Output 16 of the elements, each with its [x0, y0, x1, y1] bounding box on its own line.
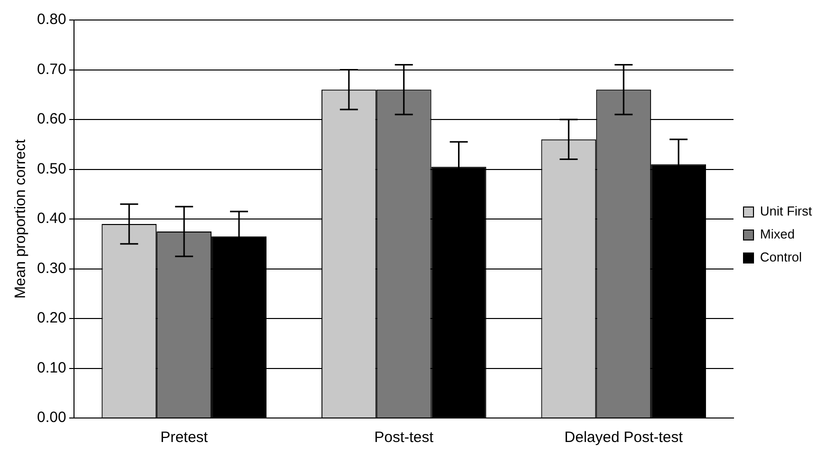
y-tick-label: 0.30 [36, 260, 66, 277]
y-axis-title: Mean proportion correct [12, 138, 30, 299]
x-tick-label: Pretest [160, 429, 209, 446]
y-tick-label: 0.70 [36, 60, 66, 78]
x-tick-label: Post-test [374, 429, 434, 446]
y-tick-label: 0.60 [36, 110, 66, 128]
x-tick-label: Delayed Post-test [564, 429, 684, 446]
y-tick-label: 0.00 [36, 409, 66, 426]
y-tick-label: 0.20 [36, 310, 66, 327]
legend-label: Mixed [760, 226, 795, 242]
y-tick-label: 0.40 [36, 210, 66, 228]
y-tick-label: 0.10 [36, 359, 66, 376]
legend-label: Control [760, 250, 802, 265]
legend-label: Unit First [760, 204, 812, 219]
y-tick-label: 0.50 [36, 160, 66, 178]
y-tick-label: 0.80 [36, 11, 66, 28]
